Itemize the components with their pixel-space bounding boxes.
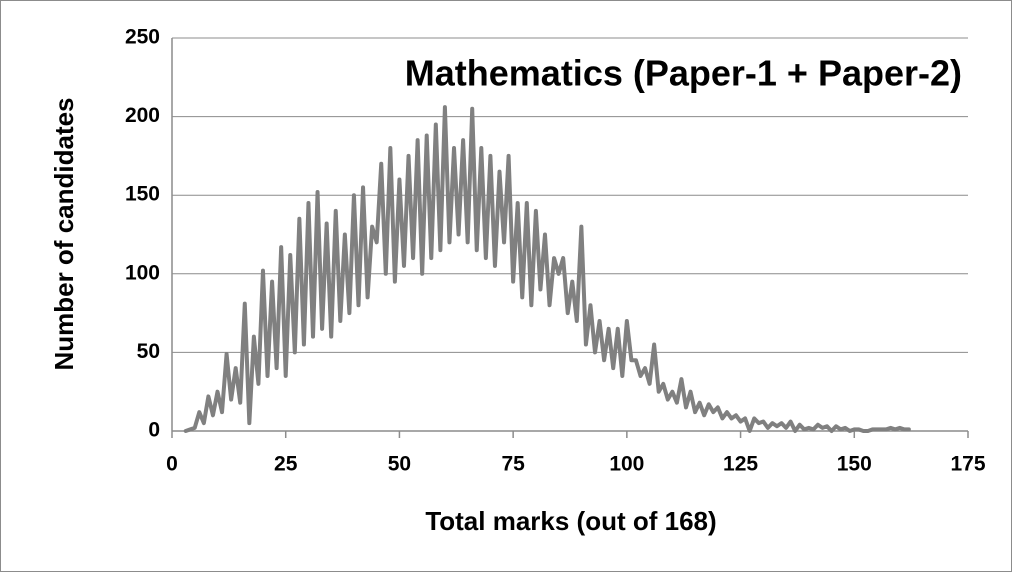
x-tick-label: 175 — [950, 453, 985, 476]
x-tick-label: 50 — [388, 453, 411, 476]
x-axis-label: Total marks (out of 168) — [425, 506, 716, 536]
x-tick-label: 125 — [723, 453, 758, 476]
y-tick-label: 250 — [125, 26, 160, 49]
x-tick-label: 25 — [274, 453, 298, 476]
chart-title: Mathematics (Paper-1 + Paper-2) — [405, 53, 962, 94]
y-tick-label: 50 — [137, 340, 160, 363]
x-tick-label: 75 — [501, 453, 525, 476]
x-tick-label: 0 — [166, 453, 178, 476]
y-tick-label: 200 — [125, 104, 160, 127]
y-axis-label: Number of candidates — [49, 97, 79, 370]
y-tick-label: 0 — [148, 419, 160, 442]
x-tick-label: 150 — [837, 453, 872, 476]
data-line — [183, 105, 911, 433]
y-tick-label: 100 — [125, 261, 160, 284]
x-tick-label: 100 — [609, 453, 644, 476]
y-tick-label: 150 — [125, 183, 160, 206]
